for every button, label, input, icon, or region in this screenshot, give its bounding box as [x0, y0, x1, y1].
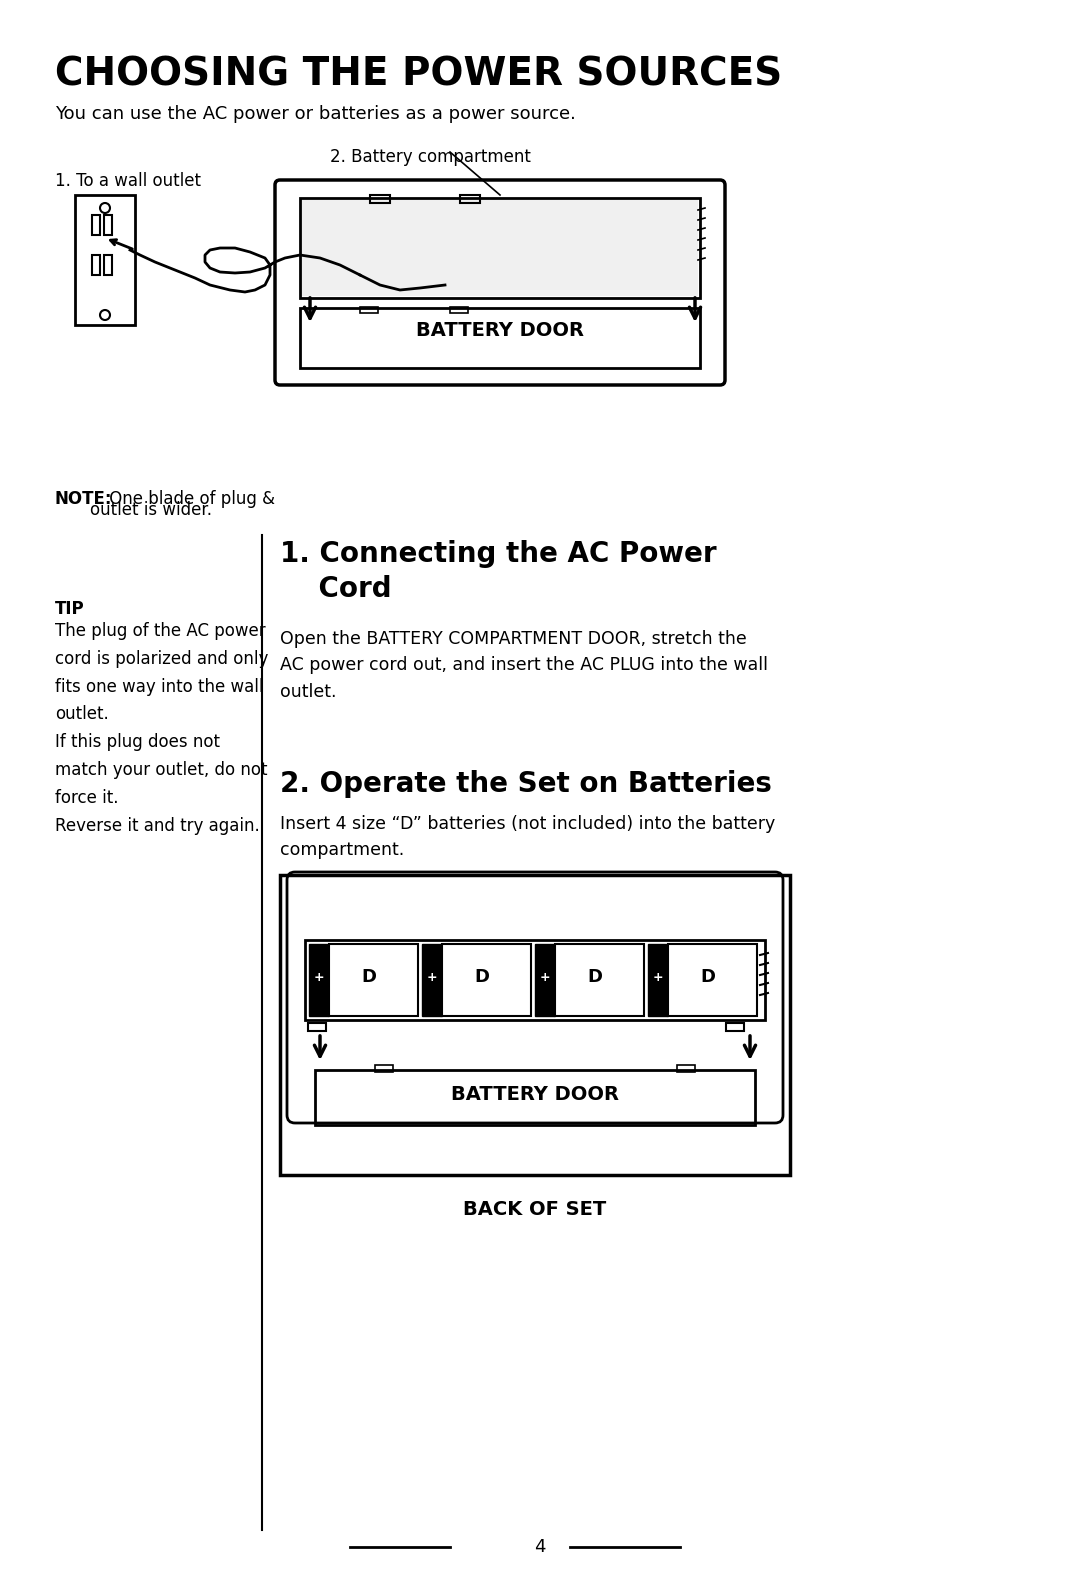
Text: Open the BATTERY COMPARTMENT DOOR, stretch the
AC power cord out, and insert the: Open the BATTERY COMPARTMENT DOOR, stret… [280, 630, 768, 700]
Bar [308, 1023, 326, 1031]
Text: 1. Connecting the AC Power: 1. Connecting the AC Power [280, 540, 717, 568]
Bar [648, 944, 667, 1015]
Text: +: + [540, 971, 550, 984]
Text: +: + [313, 971, 324, 984]
Text: CHOOSING THE POWER SOURCES: CHOOSING THE POWER SOURCES [55, 55, 782, 93]
Text: D: D [588, 968, 603, 985]
Bar [328, 944, 418, 1015]
Text: BATTERY DOOR: BATTERY DOOR [451, 1086, 619, 1105]
Bar [302, 200, 698, 296]
Text: NOTE:: NOTE: [55, 490, 112, 508]
Text: You can use the AC power or batteries as a power source.: You can use the AC power or batteries as… [55, 105, 576, 123]
Bar [315, 1070, 755, 1125]
Bar [92, 255, 100, 275]
Bar [92, 216, 100, 235]
Bar [280, 875, 789, 1176]
Text: Insert 4 size “D” batteries (not included) into the battery
compartment.: Insert 4 size “D” batteries (not include… [280, 815, 775, 859]
Bar [422, 944, 442, 1015]
Bar [300, 309, 700, 368]
Bar [450, 307, 468, 313]
Bar [75, 195, 135, 324]
Bar [104, 255, 112, 275]
Text: 1. To a wall outlet: 1. To a wall outlet [55, 172, 201, 190]
Text: D: D [474, 968, 489, 985]
Text: outlet is wider.: outlet is wider. [90, 501, 212, 519]
Bar [535, 944, 555, 1015]
Bar [305, 940, 765, 1020]
Text: The plug of the AC power
cord is polarized and only
fits one way into the wall
o: The plug of the AC power cord is polariz… [55, 622, 268, 834]
Text: 2. Operate the Set on Batteries: 2. Operate the Set on Batteries [280, 770, 772, 798]
Text: +: + [427, 971, 437, 984]
Bar [104, 216, 112, 235]
Text: 4: 4 [535, 1538, 545, 1557]
Bar [726, 1023, 744, 1031]
Text: One blade of plug &: One blade of plug & [104, 490, 275, 508]
Bar [300, 198, 700, 297]
FancyBboxPatch shape [275, 179, 725, 386]
Bar [667, 944, 757, 1015]
Text: 2. Battery compartment: 2. Battery compartment [330, 148, 531, 165]
Text: TIP: TIP [55, 600, 84, 619]
Bar [375, 1066, 393, 1072]
Bar [555, 944, 644, 1015]
Text: Cord: Cord [280, 575, 392, 603]
Bar [460, 195, 480, 203]
Text: D: D [362, 968, 377, 985]
Bar [360, 307, 378, 313]
Bar [442, 944, 531, 1015]
Bar [309, 944, 328, 1015]
Bar [677, 1066, 696, 1072]
Text: D: D [701, 968, 715, 985]
Bar [370, 195, 390, 203]
Text: BACK OF SET: BACK OF SET [463, 1199, 607, 1218]
Text: BATTERY DOOR: BATTERY DOOR [416, 321, 584, 340]
Text: +: + [652, 971, 663, 984]
FancyBboxPatch shape [287, 872, 783, 1122]
